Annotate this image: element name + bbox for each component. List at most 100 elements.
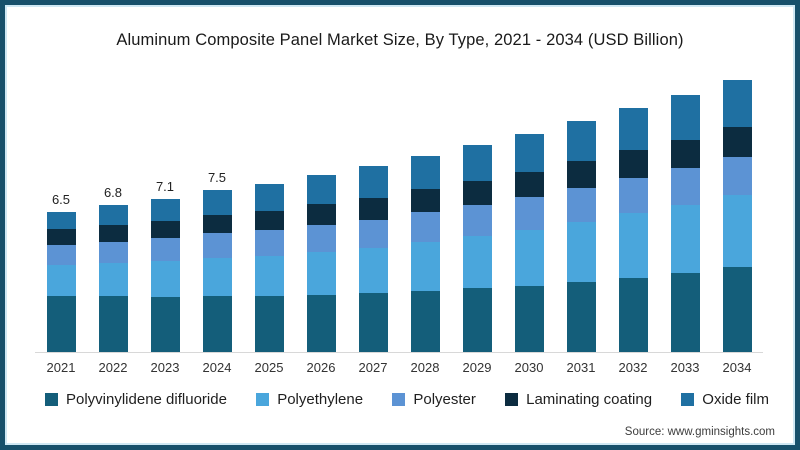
bar-value-label: 7.1 — [155, 178, 175, 194]
chart-title: Aluminum Composite Panel Market Size, By… — [116, 31, 684, 49]
legend-label: Oxide film — [702, 391, 769, 408]
legend-swatch-icon — [681, 393, 695, 406]
x-tick-label: 2028 — [410, 360, 440, 375]
bar-segment — [306, 294, 336, 352]
bar-group-2033 — [659, 64, 711, 352]
bar-segment — [722, 79, 752, 127]
bar-group-2030 — [503, 64, 555, 352]
bar-segment — [254, 183, 284, 211]
legend-item: Laminating coating — [505, 391, 652, 408]
x-axis-labels: 2021 2022 2023 2024 2025 2026 2027 2028 2029 2030… — [35, 360, 763, 375]
bar-segment — [566, 187, 596, 222]
legend-swatch-icon — [45, 393, 58, 406]
x-tick-label: 2030 — [514, 360, 544, 375]
bar-segment — [618, 277, 648, 352]
bar-segment — [514, 172, 544, 198]
bar-segment — [514, 197, 544, 230]
legend-item: Polyvinylidene difluoride — [45, 391, 227, 408]
bar-segment — [462, 180, 492, 205]
bar-group-2023: 7.1 — [139, 64, 191, 352]
bar-segment — [98, 241, 128, 264]
bar-group-2025 — [243, 64, 295, 352]
bar-segment — [98, 263, 128, 297]
bar-segment — [306, 224, 336, 252]
bar-segment — [254, 255, 284, 297]
bar-segment — [410, 189, 440, 213]
legend-label: Polyester — [413, 391, 476, 408]
bar-segment — [98, 296, 128, 352]
bar-segment — [98, 205, 128, 225]
legend-item: Oxide film — [681, 391, 769, 408]
legend: Polyvinylidene difluoride Polyethylene Pol… — [45, 391, 769, 408]
bar-segment — [358, 247, 388, 293]
stacked-bar — [202, 190, 232, 352]
bar-segment — [670, 272, 700, 352]
bar-segment — [46, 228, 76, 245]
bar-segment — [670, 168, 700, 205]
legend-label: Polyvinylidene difluoride — [66, 391, 227, 408]
bar-group-2021: 6.5 — [35, 64, 87, 352]
stacked-bar — [306, 174, 336, 352]
bar-segment — [150, 296, 180, 352]
legend-item: Polyester — [392, 391, 476, 408]
stacked-bar — [462, 144, 492, 352]
bar-group-2028 — [399, 64, 451, 352]
bar-segment — [618, 108, 648, 151]
bar-segment — [618, 150, 648, 178]
bar-segment — [150, 238, 180, 262]
bar-segment — [514, 133, 544, 173]
bar-segment — [202, 257, 232, 296]
bar-segment — [462, 204, 492, 236]
x-tick-label: 2023 — [150, 360, 180, 375]
bar-value-label: 6.5 — [51, 191, 71, 207]
legend-swatch-icon — [256, 393, 270, 406]
bar-segment — [202, 214, 232, 234]
bar-segment — [306, 174, 336, 205]
bar-segment — [202, 190, 232, 215]
bar-segment — [722, 156, 752, 195]
legend-item: Polyethylene — [256, 391, 363, 408]
bar-segment — [410, 155, 440, 190]
x-tick-label: 2024 — [202, 360, 232, 375]
x-tick-label: 2032 — [618, 360, 648, 375]
plot-area: 6.5 6.8 7.1 7.5 2021 2022 2023 2024 2025 2026 202… — [35, 64, 763, 375]
bar-segment — [46, 211, 76, 229]
bar-segment — [462, 235, 492, 289]
bar-group-2031 — [555, 64, 607, 352]
bar-segment — [514, 229, 544, 287]
x-tick-label: 2022 — [98, 360, 128, 375]
bar-value-label: 7.5 — [207, 170, 227, 185]
stacked-bar — [254, 183, 284, 352]
bar-segment — [358, 292, 388, 352]
legend-swatch-icon — [505, 393, 519, 406]
legend-swatch-icon — [392, 393, 406, 406]
x-tick-label: 2033 — [670, 360, 700, 375]
bar-segment — [410, 242, 440, 291]
source-credit: Source: www.gminsights.com — [624, 426, 775, 438]
x-tick-label: 2029 — [462, 360, 492, 375]
stacked-bar — [358, 166, 388, 352]
x-tick-label: 2025 — [254, 360, 284, 375]
stacked-bar — [150, 198, 180, 352]
bar-group-2022: 6.8 — [87, 64, 139, 352]
bar-segment — [566, 161, 596, 188]
bar-segment — [358, 219, 388, 248]
bar-segment — [46, 264, 76, 296]
x-tick-label: 2021 — [46, 360, 76, 375]
bar-value-label: 6.8 — [103, 185, 123, 201]
bar-segment — [150, 220, 180, 239]
bar-segment — [358, 198, 388, 220]
bar-segment — [254, 210, 284, 231]
legend-label: Laminating coating — [526, 391, 653, 408]
stacked-bar — [514, 133, 544, 352]
x-tick-label: 2031 — [566, 360, 596, 375]
bar-segment — [150, 198, 180, 221]
bar-segment — [98, 224, 128, 242]
bar-segment — [46, 295, 76, 352]
x-tick-label: 2034 — [722, 360, 752, 375]
bar-segment — [566, 120, 596, 162]
bar-group-2026 — [295, 64, 347, 352]
stacked-bar — [410, 155, 440, 352]
bar-segment — [722, 126, 752, 157]
